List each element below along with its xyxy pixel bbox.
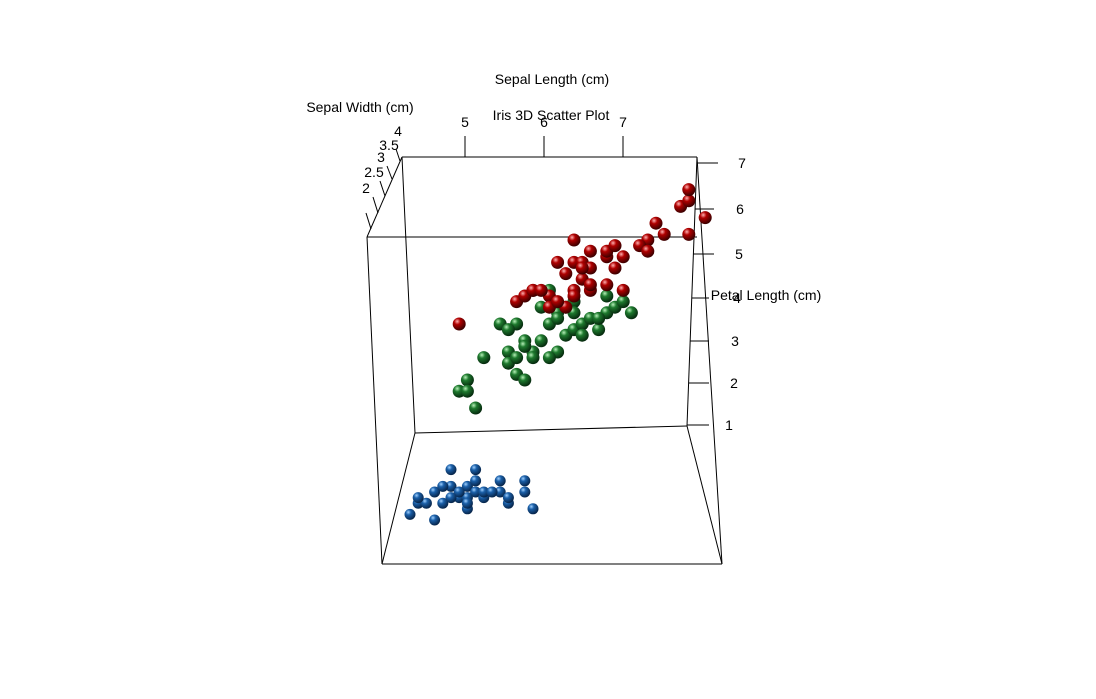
x-axis-label: Sepal Length (cm) [495,71,609,87]
data-point [682,227,696,241]
data-point [469,401,483,415]
data-point [657,227,671,241]
data-point [551,295,565,309]
data-point [608,239,622,253]
z-axis-label: Petal Length (cm) [711,287,822,303]
data-point [519,475,531,487]
data-point [583,278,597,292]
data-point [494,486,506,498]
x-tick-labels: 5 6 7 [461,114,627,130]
z-tick-labels: 1 2 3 4 5 6 7 [725,155,746,433]
data-point [527,503,539,515]
data-point [592,311,606,325]
data-point [470,486,482,498]
data-point [445,464,457,476]
data-point [510,351,524,365]
data-point [461,480,473,492]
data-point [412,492,424,504]
data-point [575,328,589,342]
data-point [404,508,416,520]
data-point [486,486,498,498]
data-point [519,486,531,498]
y-tick-label: 2.5 [364,164,384,180]
data-point [478,486,490,498]
data-point [551,255,565,269]
data-point [501,323,515,337]
y-tick-label: 3.5 [379,137,399,153]
data-point [460,373,474,387]
data-point [551,311,565,325]
y-tick-label: 4 [394,123,402,139]
data-point [542,351,556,365]
data-point [592,323,606,337]
data-point [534,283,548,297]
z-axis-ticks [687,162,718,426]
data-point [682,183,696,197]
data-point [452,317,466,331]
data-point [534,334,548,348]
data-point [526,351,540,365]
y-tick-labels: 4 3.5 3 2.5 2 [362,123,402,196]
data-point [624,306,638,320]
data-point [583,244,597,258]
y-axis-ticks [365,148,401,230]
data-point [477,351,491,365]
bounding-box [366,156,723,565]
data-point [445,492,457,504]
z-tick-label: 2 [730,375,738,391]
x-tick-label: 7 [619,114,627,130]
data-point [453,486,465,498]
data-point [494,475,506,487]
data-point [567,289,581,303]
data-points [404,183,712,526]
x-axis-ticks [464,136,624,157]
data-point [575,261,589,275]
data-point [429,486,441,498]
data-point [470,475,482,487]
data-point [608,261,622,275]
data-point [445,480,457,492]
x-tick-label: 6 [540,114,548,130]
data-point [429,514,441,526]
y-tick-label: 2 [362,180,370,196]
data-point [470,464,482,476]
chart-title: Iris 3D Scatter Plot [493,107,610,123]
data-point [682,194,696,208]
data-point [616,250,630,264]
data-point [559,267,573,281]
z-tick-label: 6 [736,201,744,217]
data-point [567,233,581,247]
data-point [460,384,474,398]
data-point [518,373,532,387]
data-point [600,278,614,292]
y-axis-label: Sepal Width (cm) [306,99,413,115]
z-tick-label: 1 [725,417,733,433]
data-point [616,295,630,309]
y-tick-label: 3 [377,149,385,165]
data-point [616,283,630,297]
data-point [698,211,712,225]
z-tick-label: 7 [738,155,746,171]
data-point [420,497,432,509]
data-point [461,497,473,509]
data-point [437,480,449,492]
z-tick-label: 4 [733,290,741,306]
data-point [518,339,532,353]
data-point [502,492,514,504]
data-point [649,216,663,230]
data-point [600,289,614,303]
data-point [641,244,655,258]
z-tick-label: 3 [731,333,739,349]
data-point [437,497,449,509]
z-tick-label: 5 [735,246,743,262]
x-tick-label: 5 [461,114,469,130]
